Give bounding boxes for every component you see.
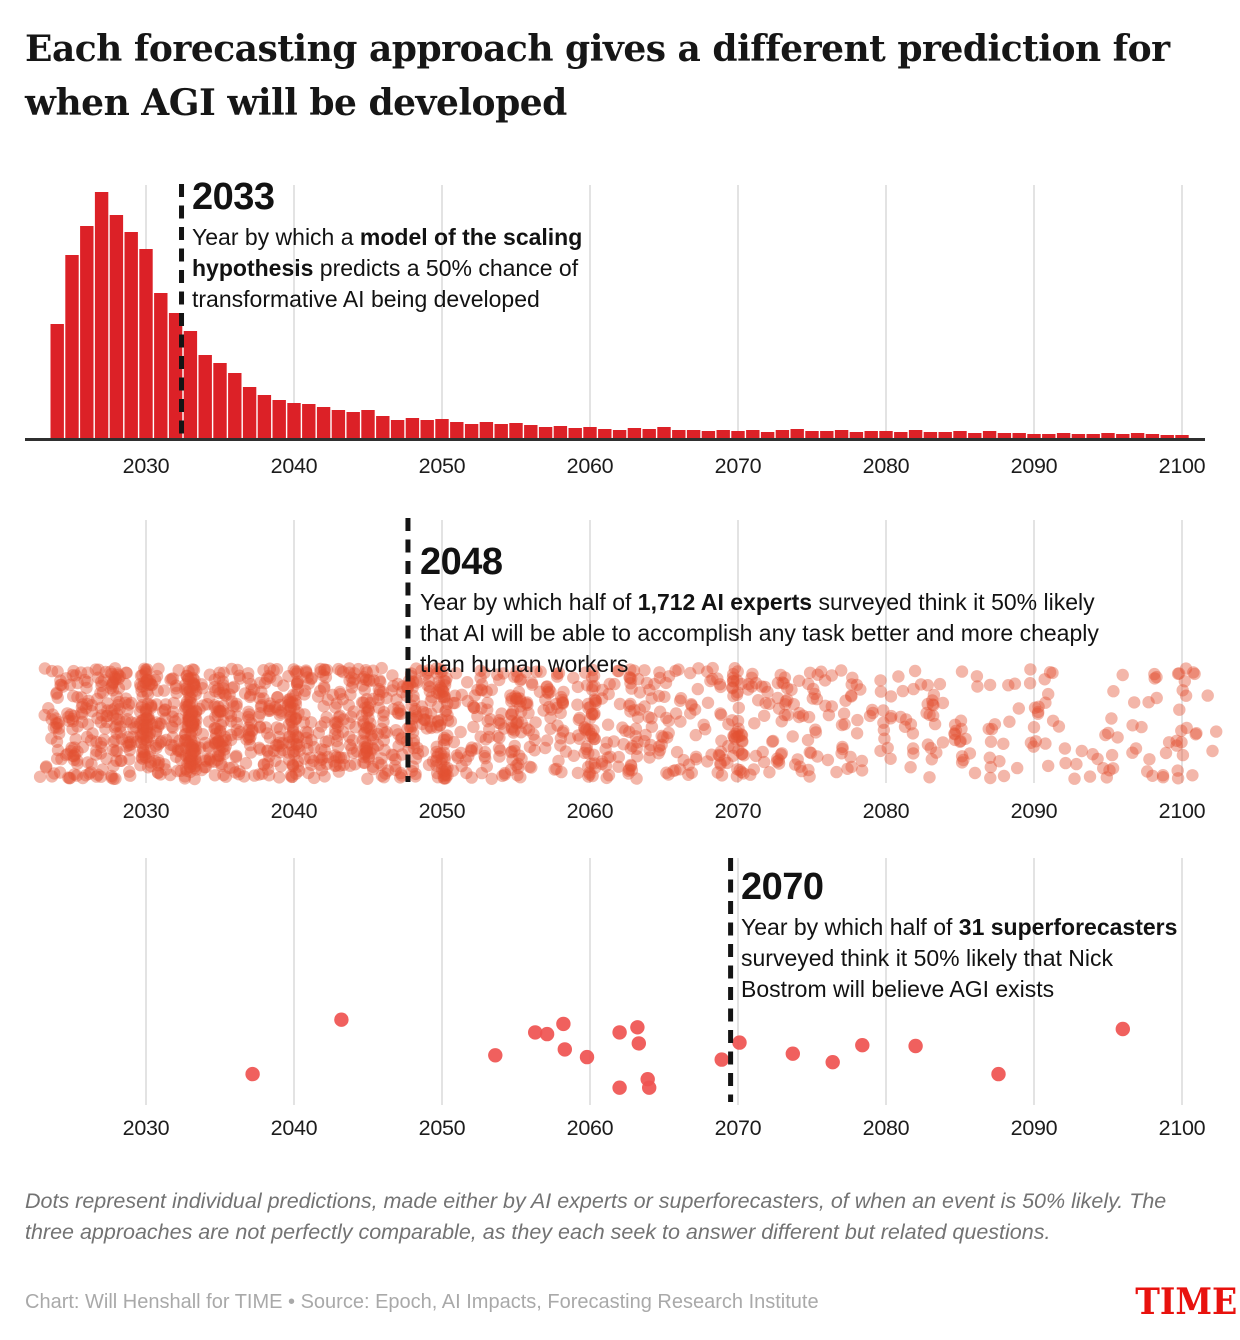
x-axis-tick-label: 2040 <box>271 799 318 823</box>
x-axis-tick-label: 2100 <box>1159 1116 1206 1140</box>
scaling-hypothesis-histogram-chart: 2030 2040 2050 2060 2070 2080 2090 2100 <box>25 184 1206 478</box>
x-axis-tick-label: 2060 <box>567 454 614 478</box>
x-axis-tick-label: 2060 <box>567 1116 614 1140</box>
x-axis-tick-label: 2050 <box>419 454 466 478</box>
superforecaster-prediction-dots <box>245 1012 1131 1095</box>
expert-prediction-dots <box>33 661 1223 786</box>
histogram-bars <box>50 192 1189 438</box>
callout-2033-text: Year by which a model of the scaling hypo… <box>192 224 583 312</box>
x-axis-tick-label: 2090 <box>1011 1116 1058 1140</box>
callout-2070-year: 2070 <box>741 866 824 908</box>
x-axis-tick-label: 2080 <box>863 799 910 823</box>
footnote: Dots represent individual predictions, m… <box>25 1189 1167 1244</box>
callout-2048-year: 2048 <box>420 541 503 583</box>
callout-2070: 2070 Year by which half of 31 superforec… <box>741 867 1177 1005</box>
gridlines <box>145 520 1183 783</box>
callout-2070-text: Year by which half of 31 superforecaster… <box>741 914 1178 1002</box>
x-axis-tick-label: 2070 <box>715 799 762 823</box>
ai-experts-strip-plot-chart: 2030 2040 2050 2060 2070 2080 2090 2100 <box>33 518 1223 823</box>
time-logo: TIME <box>1135 1281 1238 1323</box>
x-axis-tick-label: 2070 <box>715 1116 762 1140</box>
x-axis-tick-label: 2100 <box>1159 454 1206 478</box>
x-axis-tick-label: 2080 <box>863 1116 910 1140</box>
x-axis-tick-label: 2060 <box>567 799 614 823</box>
x-axis-tick-label: 2070 <box>715 454 762 478</box>
title-line-2: when AGI will be developed <box>25 82 567 124</box>
superforecasters-scatter-chart: 2030 2040 2050 2060 2070 2080 2090 2100 <box>123 858 1206 1140</box>
title-line-1: Each forecasting approach gives a differ… <box>25 28 1170 70</box>
x-axis-tick-label: 2040 <box>271 1116 318 1140</box>
page-title: Each forecasting approach gives a differ… <box>25 22 1215 130</box>
x-axis-tick-labels: 2030 2040 2050 2060 2070 2080 2090 2100 <box>123 1116 1206 1140</box>
credit-line: Chart: Will Henshall for TIME • Source: … <box>25 1291 819 1313</box>
x-axis-tick-label: 2050 <box>419 1116 466 1140</box>
callout-2033-year: 2033 <box>192 176 275 218</box>
callout-2033: 2033 Year by which a model of the scalin… <box>192 177 582 315</box>
x-axis-tick-label: 2080 <box>863 454 910 478</box>
gridlines <box>145 858 1183 1105</box>
callout-2048-text: Year by which half of 1,712 AI experts s… <box>420 589 1099 677</box>
x-axis-tick-labels: 2030 2040 2050 2060 2070 2080 2090 2100 <box>123 799 1206 823</box>
gridlines <box>145 185 1183 438</box>
x-axis-tick-label: 2090 <box>1011 799 1058 823</box>
x-axis-tick-label: 2030 <box>123 799 170 823</box>
x-axis-tick-label: 2100 <box>1159 799 1206 823</box>
x-axis-tick-label: 2040 <box>271 454 318 478</box>
x-axis-tick-label: 2030 <box>123 1116 170 1140</box>
x-axis-tick-label: 2030 <box>123 454 170 478</box>
callout-2048: 2048 Year by which half of 1,712 AI expe… <box>420 542 1099 680</box>
x-axis-tick-label: 2090 <box>1011 454 1058 478</box>
x-axis-tick-label: 2050 <box>419 799 466 823</box>
x-axis-tick-labels: 2030 2040 2050 2060 2070 2080 2090 2100 <box>123 454 1206 478</box>
